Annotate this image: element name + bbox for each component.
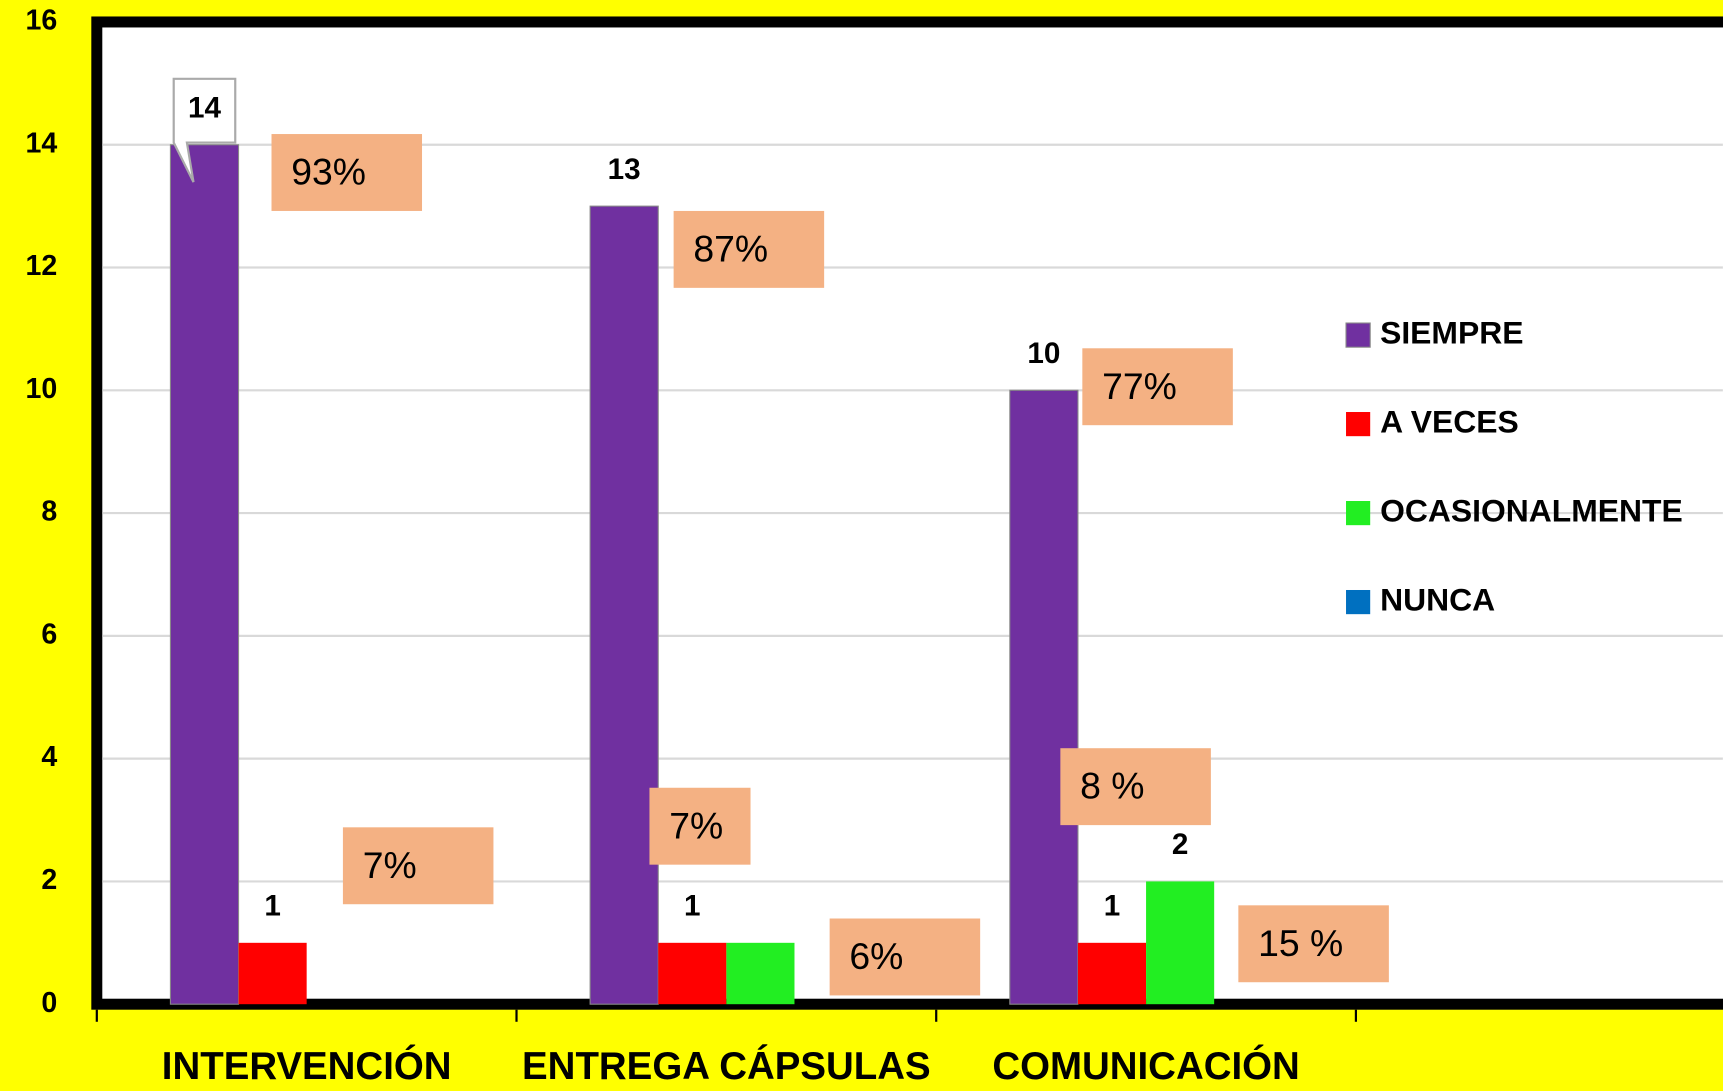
callout <box>172 77 237 183</box>
y-tick-label: 4 <box>41 741 57 773</box>
annotation: 87% <box>693 227 768 269</box>
data-label: 2 <box>1172 828 1189 861</box>
x-tick-label: ENTREGA CÁPSULAS <box>522 1044 931 1088</box>
data-label: 1 <box>264 889 281 922</box>
annotation: 15 % <box>1258 922 1343 964</box>
legend-swatch <box>1346 501 1371 526</box>
annotation: 93% <box>291 151 366 193</box>
annotation-box <box>1060 748 1211 826</box>
annotation-box <box>342 827 494 905</box>
y-tick-label: 12 <box>25 250 57 282</box>
legend-swatch <box>1345 322 1371 348</box>
data-label: 10 <box>1027 337 1060 370</box>
annotation-box <box>829 918 981 996</box>
y-tick-label: 10 <box>25 373 57 405</box>
annotation-box <box>649 787 751 865</box>
annotation: 8 % <box>1080 765 1144 807</box>
y-tick-label: 2 <box>41 864 57 896</box>
bar <box>169 144 240 1005</box>
bar <box>1077 942 1147 1005</box>
annotation: 77% <box>1102 365 1177 407</box>
legend-label: NUNCA <box>1380 582 1495 618</box>
annotation: 6% <box>849 935 903 977</box>
legend-swatch <box>1346 412 1371 437</box>
bar <box>1009 389 1079 1005</box>
annotation-box <box>271 134 423 211</box>
data-label: 14 <box>188 91 221 124</box>
x-tick-label: COMUNICACIÓN <box>992 1044 1299 1088</box>
y-tick-label: 14 <box>25 127 57 159</box>
annotation-box <box>1082 348 1233 426</box>
legend-label: OCASIONALMENTE <box>1380 493 1683 529</box>
data-label: 1 <box>1104 889 1121 922</box>
legend-label: SIEMPRE <box>1380 315 1523 351</box>
bar <box>658 942 727 1005</box>
legend-swatch <box>1346 589 1371 615</box>
y-tick-label: 0 <box>41 987 57 1019</box>
annotation-box <box>673 210 825 288</box>
data-label: 1 <box>684 889 701 922</box>
bar <box>238 942 307 1005</box>
y-tick-label: 6 <box>41 618 57 650</box>
legend-label: A VECES <box>1380 404 1519 440</box>
annotation: 7% <box>669 804 723 846</box>
data-label: 13 <box>608 153 641 186</box>
bar <box>589 205 659 1005</box>
y-tick-label: 16 <box>25 5 57 37</box>
annotation-box <box>1238 905 1389 983</box>
bar <box>1146 881 1215 1005</box>
annotation: 7% <box>363 844 417 886</box>
x-tick-label: INTERVENCIÓN <box>162 1044 452 1088</box>
bar <box>726 942 795 1005</box>
y-tick-label: 8 <box>41 496 57 528</box>
